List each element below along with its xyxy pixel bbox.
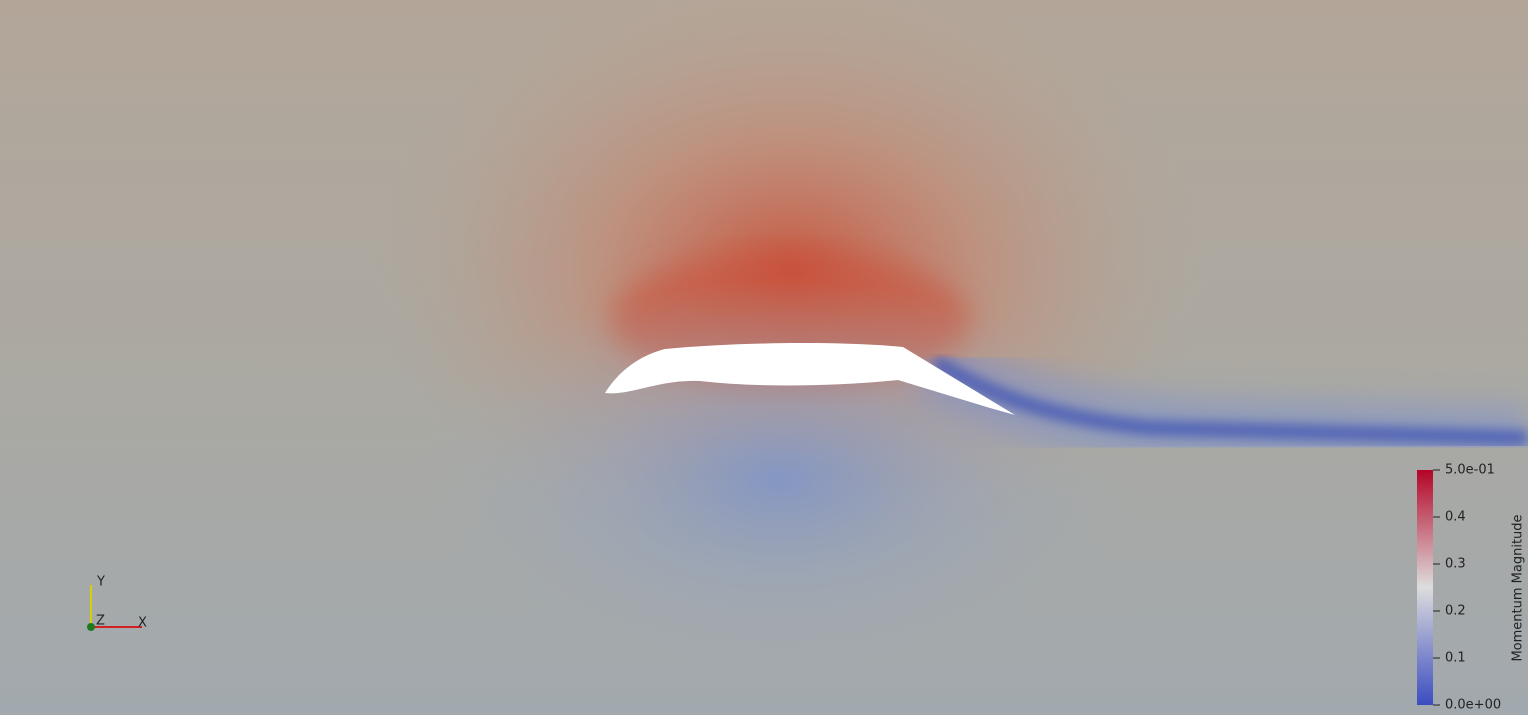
z-label: Z [96, 614, 105, 629]
tick-label: 0.3 [1445, 557, 1466, 572]
airfoil [605, 343, 1015, 415]
x-label: X [138, 616, 147, 631]
tick-label: 0.2 [1445, 604, 1466, 619]
colorbar-title: Momentum Magnitude [1511, 514, 1526, 661]
colorbar [1417, 470, 1433, 705]
z-axis [87, 623, 95, 631]
tick-label: 0.0e+00 [1445, 698, 1501, 713]
low-field [420, 280, 1140, 680]
tick-label: 0.1 [1445, 651, 1466, 666]
tick-label: 0.4 [1445, 510, 1466, 525]
tick-label: 5.0e-01 [1445, 463, 1495, 478]
y-label: Y [96, 575, 105, 590]
wake [931, 355, 1528, 445]
